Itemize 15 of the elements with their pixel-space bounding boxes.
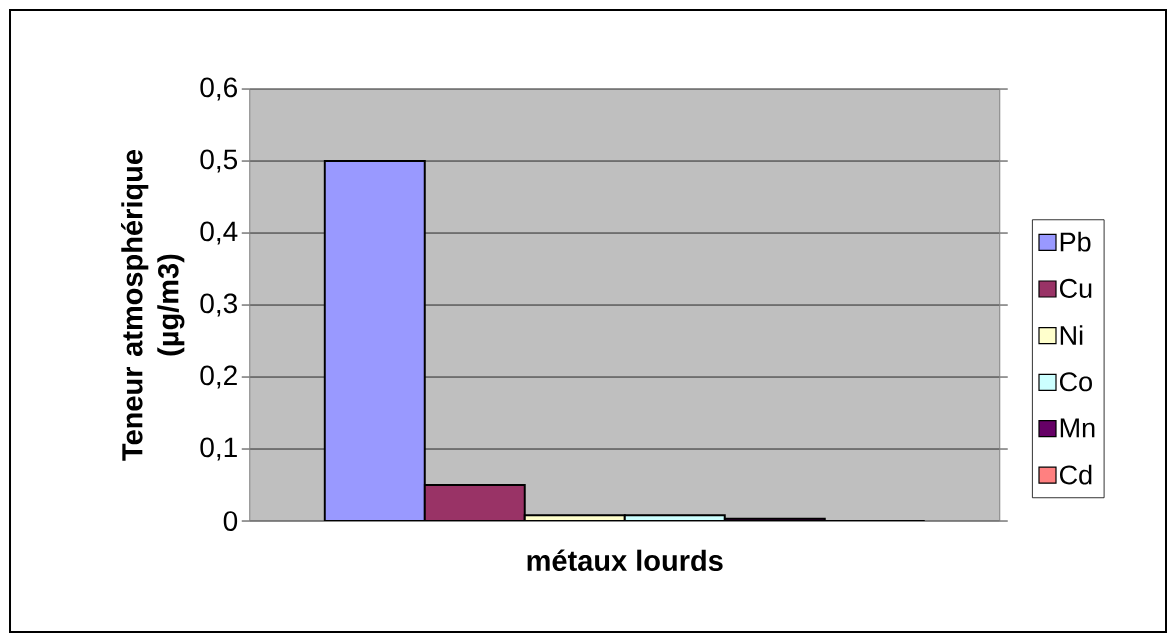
- y-tick-label: 0,1: [200, 437, 237, 461]
- y-tick-label: 0,3: [200, 293, 237, 317]
- y-tick-label: 0,5: [200, 149, 238, 173]
- legend-label: Cd: [1059, 464, 1092, 485]
- y-tick-label: 0,2: [200, 365, 237, 389]
- y-tick-label: 0,6: [200, 77, 237, 101]
- x-axis-title: métaux lourds: [527, 549, 723, 571]
- y-axis-title: Teneur atmosphérique (µg/m3): [121, 150, 185, 461]
- y-tick-label: 0,4: [200, 221, 238, 245]
- legend-label: Pb: [1060, 231, 1091, 252]
- legend-label: Ni: [1060, 325, 1083, 345]
- y-tick-label: 0: [223, 511, 238, 531]
- legend-label: Co: [1059, 372, 1092, 392]
- legend-label: Cu: [1059, 278, 1092, 298]
- legend-label: Mn: [1060, 418, 1095, 438]
